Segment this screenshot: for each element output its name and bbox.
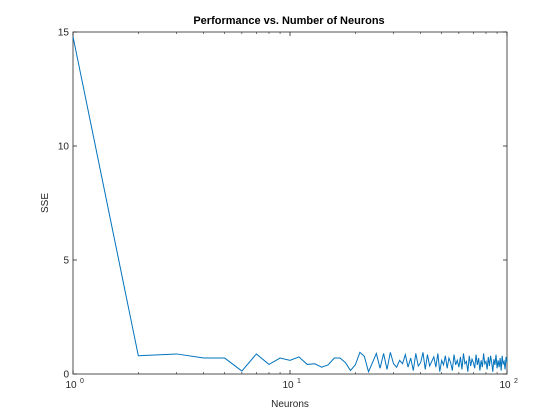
y-tick-label: 10 bbox=[58, 142, 70, 153]
chart-title: Performance vs. Number of Neurons bbox=[193, 15, 384, 27]
x-tick-label: 10 bbox=[282, 380, 294, 391]
x-tick-label-exponent: 0 bbox=[80, 378, 84, 385]
y-tick-label: 15 bbox=[58, 28, 70, 39]
x-tick-label-exponent: 2 bbox=[514, 378, 518, 385]
x-axis-label: Neurons bbox=[271, 399, 309, 410]
plot-area bbox=[72, 31, 508, 375]
y-tick-label: 5 bbox=[63, 256, 69, 267]
x-tick-label: 10 bbox=[499, 380, 511, 391]
x-tick-label-exponent: 1 bbox=[297, 378, 301, 385]
ticks-layer bbox=[72, 31, 508, 375]
y-tick-label: 0 bbox=[63, 370, 69, 381]
x-tick-label: 10 bbox=[65, 380, 77, 391]
series-line bbox=[72, 36, 508, 374]
y-axis-label: SSE bbox=[40, 193, 51, 213]
